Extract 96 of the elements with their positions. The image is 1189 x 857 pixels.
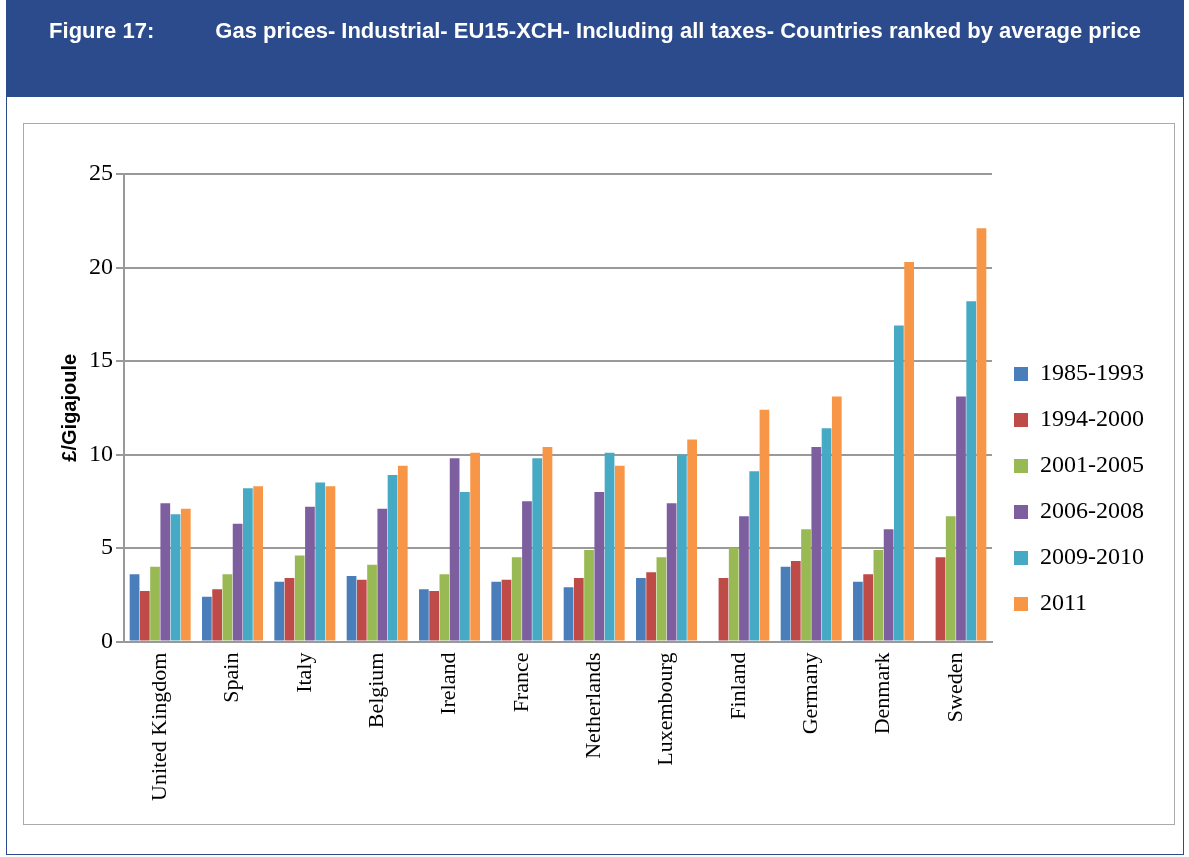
bar (522, 501, 532, 641)
bar (139, 591, 150, 641)
x-tick-label: Sweden (941, 652, 967, 723)
x-tick-label: Belgium (362, 652, 388, 729)
legend-label: 2009-2010 (1040, 543, 1145, 570)
bar (853, 581, 863, 641)
bar (749, 471, 760, 641)
x-tick-label: United Kingdom (145, 652, 171, 802)
bar (491, 581, 502, 641)
bar (180, 508, 191, 641)
bar (274, 581, 285, 641)
bar (780, 566, 791, 641)
bar (377, 508, 388, 641)
bar (956, 396, 966, 641)
bar (419, 589, 429, 641)
y-tick-label: 5 (101, 533, 113, 560)
bar (831, 396, 842, 641)
legend-label: 2001-2005 (1040, 451, 1145, 478)
bar (604, 452, 615, 641)
bar (636, 577, 646, 641)
x-tick-label: Italy (290, 652, 316, 693)
bar (894, 325, 904, 641)
x-tick-label: Denmark (869, 652, 895, 735)
bar (573, 577, 584, 641)
bar (212, 589, 222, 641)
x-tick-label: Spain (218, 652, 244, 703)
bar (170, 514, 181, 641)
bar (739, 516, 749, 641)
bar (945, 516, 956, 641)
bar (666, 503, 677, 641)
y-tick-label: 25 (89, 159, 113, 186)
x-tick-label: Luxembourg (652, 652, 678, 766)
bar (429, 591, 439, 641)
bar (315, 482, 326, 641)
bar (594, 491, 605, 641)
bar (222, 574, 233, 641)
bar (883, 529, 894, 641)
bar (129, 574, 140, 641)
bar (584, 549, 594, 641)
y-tick-label: 0 (101, 626, 113, 653)
bar (202, 596, 212, 641)
bar (718, 577, 729, 641)
legend-label: 1994-2000 (1040, 405, 1145, 432)
bar (460, 491, 470, 641)
chart-title: Figure 17: Gas prices- Industrial- EU15-XCH- Including all taxes- Countries ranked by average price (7, 1, 1183, 97)
bar (470, 452, 480, 641)
bar (356, 579, 367, 641)
bar (325, 486, 336, 641)
bar (904, 261, 914, 641)
bar (935, 557, 946, 641)
legend-label: 2011 (1040, 589, 1088, 616)
bar (801, 529, 811, 641)
x-tick-label: France (507, 652, 533, 713)
bar (294, 555, 305, 641)
bar (150, 566, 160, 641)
bar (387, 475, 398, 641)
bar (966, 301, 977, 641)
bar (873, 549, 884, 641)
bar (656, 557, 667, 641)
legend-label: 2006-2008 (1040, 497, 1145, 524)
bar (677, 454, 687, 641)
x-tick-label: Netherlands (579, 652, 605, 759)
bar (160, 503, 171, 641)
bar (790, 561, 801, 641)
bar (501, 579, 512, 641)
x-tick-label: Germany (796, 652, 822, 735)
bar (346, 576, 357, 641)
x-tick-label: Ireland (435, 652, 461, 715)
bar (532, 458, 543, 641)
bar (614, 465, 625, 641)
bar (811, 447, 822, 641)
bar (687, 439, 697, 641)
bar (821, 428, 832, 641)
legend-label: 1985-1993 (1040, 359, 1145, 386)
bar (563, 587, 574, 641)
bar (511, 557, 522, 641)
bar (305, 506, 315, 641)
bar (367, 564, 377, 641)
y-tick-label: 20 (89, 252, 113, 279)
bar (646, 572, 656, 641)
bar (397, 465, 408, 641)
bar (759, 409, 770, 641)
bar (243, 488, 253, 641)
bar (232, 523, 243, 641)
bar (542, 447, 553, 641)
y-axis-title: £/Gigajoule (57, 353, 80, 462)
bar (284, 577, 295, 641)
bar (976, 228, 987, 641)
bar (439, 574, 450, 641)
bar (728, 548, 739, 641)
y-tick-label: 10 (89, 439, 113, 466)
bar (253, 486, 263, 641)
x-tick-label: Finland (724, 652, 750, 720)
y-tick-label: 15 (89, 346, 113, 373)
bar (449, 458, 460, 641)
bar (863, 574, 873, 641)
